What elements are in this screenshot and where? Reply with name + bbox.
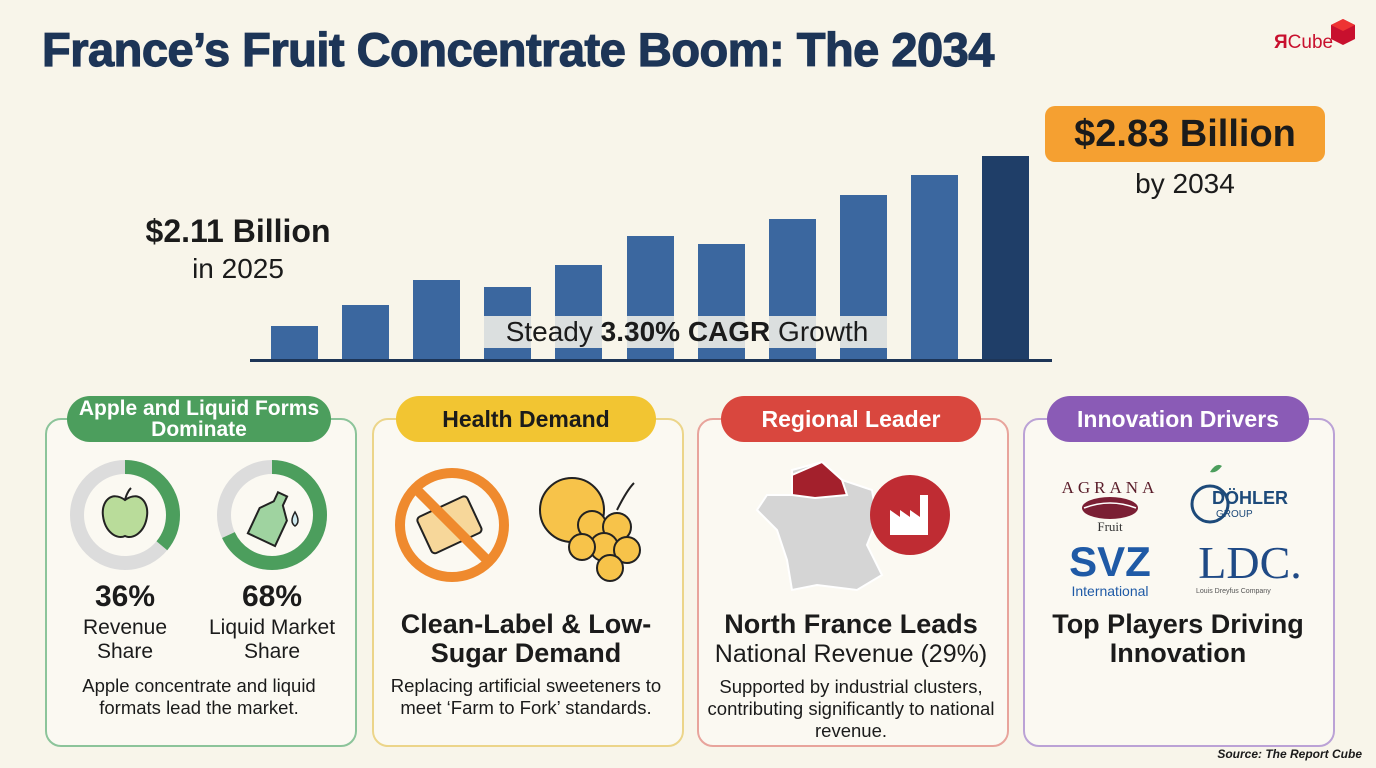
start-label: in 2025 (192, 253, 284, 284)
cagr-suffix: Growth (778, 316, 869, 347)
ring-arc (217, 460, 327, 570)
logo-text: Cube (1287, 32, 1334, 53)
title: France’s Fruit Concentrate Boom: The 203… (41, 22, 995, 76)
card-title: Regional Leader (721, 396, 981, 442)
agrana-field (1082, 497, 1138, 519)
agrana-lines (1083, 502, 1137, 509)
leaf (1210, 464, 1222, 473)
logo: ЯCube (1274, 32, 1333, 54)
bar (413, 280, 460, 360)
dohler-mark (1190, 464, 1230, 524)
end-value: $2.83 Billion (1045, 106, 1325, 162)
apple-stem (124, 487, 132, 501)
france-shape (755, 460, 884, 592)
cagr: Steady 3.30% CAGR Growth (470, 316, 904, 348)
start-value: $2.11 Billion (145, 213, 331, 249)
card (1023, 418, 1335, 747)
grapes-icon (568, 510, 641, 582)
stat-value: 68% (241, 580, 303, 613)
bottle-icon (246, 490, 289, 548)
cagr-highlight: 3.30% CAGR (600, 316, 771, 347)
bar (271, 326, 318, 360)
card-headline: North France Leads (724, 609, 978, 639)
logo-ldc-sub: Louis Dreyfus Company (1196, 588, 1271, 595)
apple-icon (101, 495, 149, 538)
card-headline: Clean-Label & Low-Sugar Demand (400, 609, 652, 668)
logo-agrana-sub: Fruit (1097, 519, 1123, 534)
logo-dohler: DÖHLER (1212, 488, 1288, 508)
agrana-mark (1082, 497, 1138, 519)
card-description: Supported by industrial clusters, contri… (707, 676, 995, 741)
dohler-ring (1190, 484, 1230, 524)
logo-svz-sub: International (1071, 583, 1149, 599)
map (755, 460, 950, 592)
north-region (791, 460, 849, 500)
logo-agrana: AGRANA (1061, 478, 1159, 497)
card-subheadline: National Revenue (29%) (714, 640, 988, 668)
card-title: Health Demand (396, 396, 656, 442)
card (372, 418, 684, 747)
ring-arc (70, 460, 180, 570)
no-sign (395, 468, 509, 582)
factory-icon (890, 495, 928, 535)
card-headline: Top Players Driving Innovation (1052, 609, 1304, 668)
stat-caption: Revenue Share (82, 616, 168, 663)
drop-icon (291, 510, 299, 527)
cagr-prefix: Steady (505, 316, 593, 347)
bar (982, 156, 1029, 360)
logo-ldc: LDC. (1198, 537, 1302, 588)
health-icons (395, 468, 641, 582)
card-title: Innovation Drivers (1047, 396, 1309, 442)
bar (342, 305, 389, 360)
card-description: Apple concentrate and liquid formats lea… (82, 675, 316, 718)
card-title: Apple and Liquid Forms Dominate (67, 396, 331, 442)
stem (616, 482, 635, 511)
card-description: Replacing artificial sweeteners to meet … (390, 675, 662, 718)
stat-caption: Liquid Market Share (208, 616, 336, 663)
logo-svz: SVZ (1069, 538, 1151, 585)
bar (911, 175, 958, 360)
logo-dohler-sub: GROUP (1216, 509, 1253, 520)
source: Source: The Report Cube (1217, 747, 1362, 761)
stat-value: 36% (94, 580, 156, 613)
logo-cube (1331, 19, 1355, 45)
no-sign-bar (411, 484, 493, 566)
end-label: by 2034 (1135, 168, 1235, 199)
rings (70, 460, 327, 570)
logo-mark: Я (1274, 32, 1288, 53)
cube-top (1331, 19, 1355, 31)
